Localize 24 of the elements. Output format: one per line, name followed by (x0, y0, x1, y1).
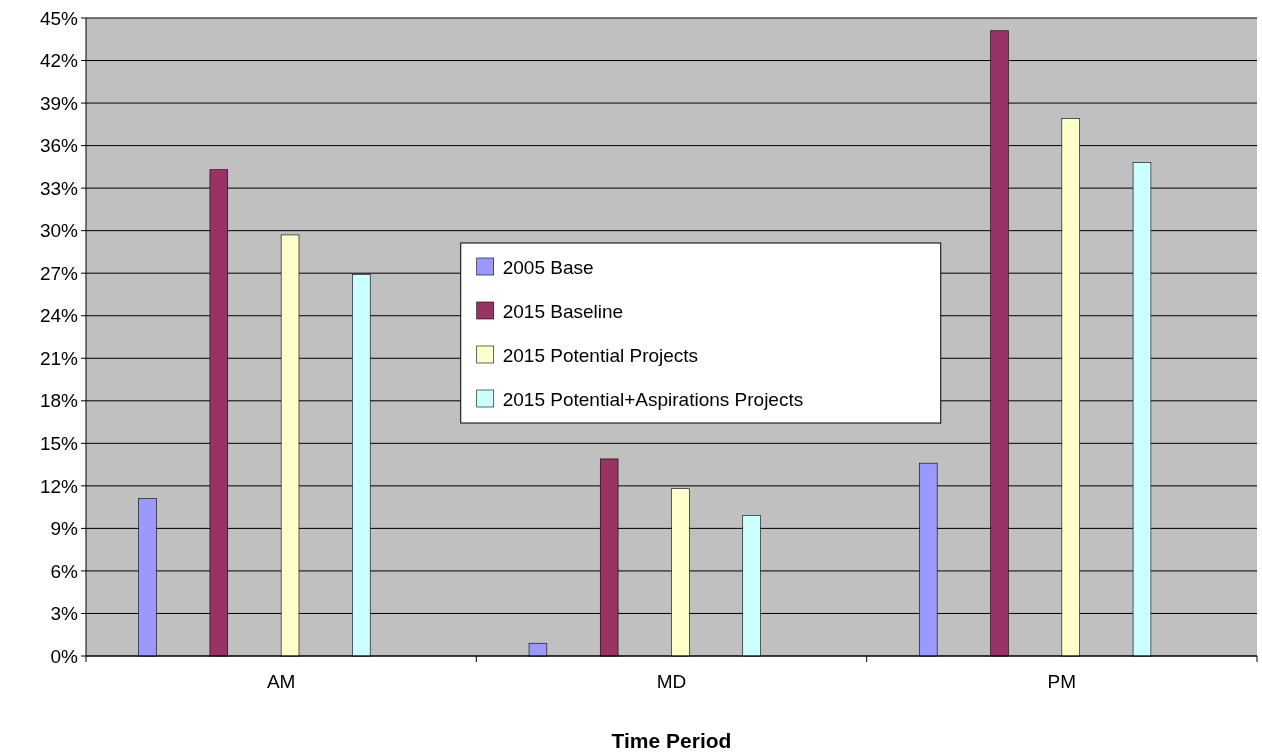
y-tick-label: 45% (39, 7, 79, 29)
y-tick-label: 27% (39, 262, 79, 284)
legend-label: 2015 Baseline (502, 300, 624, 322)
y-tick-label: 21% (39, 347, 79, 369)
y-tick-label: 24% (39, 305, 79, 327)
x-axis-title: Time Period (611, 729, 732, 752)
y-tick-label: 0% (50, 645, 79, 667)
y-tick-label: 18% (39, 390, 79, 412)
legend-label: 2015 Potential+Aspirations Projects (502, 388, 804, 410)
y-tick-label: 6% (50, 560, 79, 582)
legend-label: 2015 Potential Projects (502, 344, 699, 366)
y-tick-label: 39% (39, 92, 79, 114)
x-tick-label: AM (266, 671, 296, 692)
y-tick-label: 42% (39, 50, 79, 72)
y-tick-label: 30% (39, 220, 79, 242)
y-tick-label: 36% (39, 135, 79, 157)
x-tick-label: MD (656, 671, 687, 692)
x-tick-label: PM (1047, 671, 1077, 692)
y-tick-label: 12% (39, 475, 79, 497)
legend-label: 2005 Base (502, 256, 594, 278)
y-tick-label: 15% (39, 432, 79, 454)
y-tick-label: 33% (39, 177, 79, 199)
y-tick-label: 3% (50, 603, 79, 625)
y-tick-label: 9% (50, 518, 79, 540)
